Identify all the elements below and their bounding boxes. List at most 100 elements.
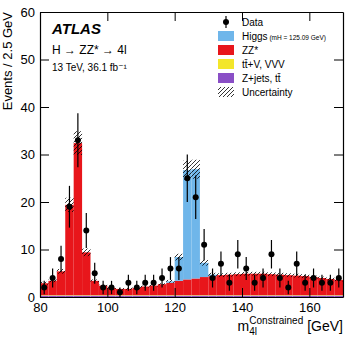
annotation: ATLAS <box>51 20 101 37</box>
histogram-bar <box>225 275 233 295</box>
legend-label: Z+jets, tt̄ <box>242 73 281 84</box>
tick-mark <box>334 60 343 61</box>
histogram-bar <box>326 296 334 297</box>
data-point <box>159 275 165 281</box>
data-point <box>302 280 308 286</box>
data-point <box>210 275 216 281</box>
plot-area <box>40 113 343 297</box>
legend-label: Higgs (mH = 125.09 GeV) <box>242 31 326 42</box>
histogram-bar <box>293 276 301 295</box>
histogram-bar <box>192 278 200 295</box>
data-point <box>319 280 325 286</box>
tick-mark <box>107 12 108 21</box>
tick-mark <box>334 155 343 156</box>
histogram-bar <box>200 296 208 297</box>
tick-mark <box>40 12 49 13</box>
histogram-bar <box>107 296 115 297</box>
uncertainty-band <box>234 272 242 276</box>
tick: 50 <box>21 52 49 67</box>
tick-mark <box>334 12 343 13</box>
axis-line <box>41 297 344 298</box>
histogram-bar <box>116 289 124 295</box>
histogram-bar <box>208 296 216 297</box>
histogram-bar <box>82 252 90 295</box>
tick: 60 <box>21 5 49 20</box>
x-axis-title-sub: 4l <box>249 326 257 337</box>
data-point <box>201 242 207 248</box>
data-point <box>66 204 72 210</box>
data-point <box>151 280 157 286</box>
uncertainty-band <box>82 249 90 257</box>
histogram-bar <box>65 296 73 297</box>
legend-label: tt̄+V, VVV <box>242 59 285 70</box>
axis-line <box>343 13 344 298</box>
legend: Data Higgs (mH = 125.09 GeV) ZZ* tt̄+V, VVV… <box>218 16 326 98</box>
axis-line <box>41 12 344 13</box>
tick-mark <box>334 202 343 203</box>
data-point <box>92 270 98 276</box>
histogram-bar <box>259 296 267 297</box>
uncertainty-band <box>267 272 275 276</box>
data-point <box>235 251 241 257</box>
histogram-bar <box>141 296 149 297</box>
histogram-bar <box>40 296 48 297</box>
tick-label: 40 <box>21 100 35 115</box>
data-point <box>268 251 274 257</box>
annotation: 13 TeV, 36.1 fb⁻¹ <box>52 62 127 73</box>
tick <box>309 12 310 21</box>
histogram-bar <box>318 296 326 297</box>
histogram-bar <box>301 296 309 297</box>
tick-label: 10 <box>21 242 35 257</box>
data-point <box>109 285 115 291</box>
tick-mark <box>334 107 343 108</box>
tick-mark <box>107 288 108 297</box>
tick-mark <box>40 250 49 251</box>
uncertainty-band <box>200 260 208 266</box>
tick-mark <box>40 155 49 156</box>
tick-mark <box>40 60 49 61</box>
tick-mark <box>309 12 310 21</box>
tick: 120 <box>164 288 186 315</box>
data-point <box>50 275 56 281</box>
tick-label: 160 <box>299 300 321 315</box>
data-point <box>294 261 300 267</box>
legend-label: ZZ* <box>242 45 258 56</box>
histogram-bar <box>175 257 183 281</box>
legend-swatch <box>218 45 234 55</box>
histogram-bar <box>175 281 183 295</box>
data-point <box>75 137 81 143</box>
data-point <box>134 285 140 291</box>
tick <box>334 202 343 203</box>
histogram-bar <box>284 296 292 297</box>
histogram-bar <box>133 296 141 297</box>
data-point <box>117 289 123 295</box>
data-point <box>277 275 283 281</box>
histogram-bar <box>200 277 208 295</box>
data-point <box>167 266 173 272</box>
histogram-bar <box>250 296 258 297</box>
tick <box>334 155 343 156</box>
histogram-bar <box>250 274 258 295</box>
data-point <box>285 285 291 291</box>
tick: 160 <box>299 288 321 315</box>
data-point <box>100 285 106 291</box>
histogram-bar <box>183 296 191 297</box>
tick: 140 <box>232 288 254 315</box>
tick-mark <box>40 107 49 108</box>
histogram-bar <box>267 274 275 295</box>
histogram-bar <box>293 296 301 297</box>
data-point <box>176 266 182 272</box>
tick-label: 30 <box>21 147 35 162</box>
uncertainty-band <box>284 273 292 277</box>
legend-label: Data <box>242 17 264 28</box>
histogram-bar <box>158 296 166 297</box>
tick-label: 50 <box>21 52 35 67</box>
data-point <box>218 261 224 267</box>
data-point <box>311 275 317 281</box>
histogram-bar <box>217 296 225 297</box>
histogram-bar <box>267 296 275 297</box>
histogram-bar <box>82 296 90 297</box>
tick-label: 60 <box>21 5 35 20</box>
data-point <box>193 194 199 200</box>
uncertainty-band <box>166 280 174 283</box>
